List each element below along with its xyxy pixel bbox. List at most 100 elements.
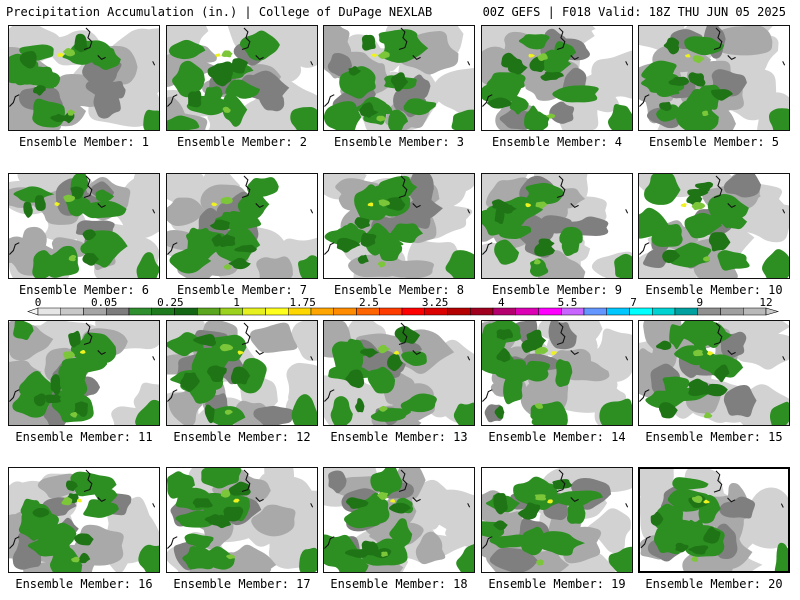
colorbar-segment [720,307,744,316]
coastline [324,322,471,402]
coastline [639,27,786,107]
colorbar-tick-label: 0.05 [90,296,118,309]
ensemble-panel-12[interactable] [166,320,318,426]
colorbar-segment [379,307,403,316]
run-valid-time: 00Z GEFS | F018 Valid: 18Z THU JUN 05 20… [482,5,786,19]
product-title: Precipitation Accumulation (in.) | Colle… [6,5,433,19]
colorbar-segment [128,307,152,316]
ensemble-member-label: Ensemble Member: 12 [173,430,311,444]
precip-map-11 [9,321,159,425]
coastline [482,322,629,402]
ensemble-member-label: Ensemble Member: 4 [491,135,623,149]
coastline [167,175,314,255]
coastline [167,27,314,107]
colorbar-tick-label: 9 [696,296,704,309]
ensemble-panel-2[interactable] [166,25,318,131]
ensemble-panel-14[interactable] [481,320,633,426]
colorbar-tick-label: 12 [759,296,773,309]
precip-map-6 [9,174,159,278]
ensemble-panel-16[interactable] [8,467,160,573]
precip-map-19 [482,468,632,572]
colorbar-segment [37,307,61,316]
colorbar-segment [629,307,653,316]
colorbar-segment [106,307,130,316]
ensemble-member-label: Ensemble Member: 18 [330,577,468,591]
ensemble-panel-9[interactable] [481,173,633,279]
coastline [9,27,156,107]
colorbar-tick-label: 2.5 [358,296,379,309]
precip-map-4 [482,26,632,130]
coastline [324,175,471,255]
colorbar-segment [265,307,289,316]
precip-map-1 [9,26,159,130]
colorbar-segment [583,307,607,316]
colorbar-tick-label: 0.25 [157,296,184,309]
colorbar-segment [697,307,721,316]
ensemble-panel-11[interactable] [8,320,160,426]
colorbar-segment [60,307,84,316]
coastline [482,27,629,107]
ensemble-panel-3[interactable] [323,25,475,131]
ensemble-member-label: Ensemble Member: 14 [488,430,626,444]
colorbar-segment [174,307,198,316]
colorbar-segment [743,307,767,316]
coastline [9,469,156,549]
ensemble-panel-6[interactable] [8,173,160,279]
ensemble-panel-18[interactable] [323,467,475,573]
coastline [639,322,786,402]
coastline [9,322,156,402]
ensemble-panel-19[interactable] [481,467,633,573]
ensemble-panel-20[interactable] [638,467,790,573]
colorbar-segment [561,307,585,316]
precip-map-7 [167,174,317,278]
ensemble-panel-13[interactable] [323,320,475,426]
coastline [324,27,471,107]
coastline [482,469,629,549]
colorbar-segment [515,307,539,316]
colorbar-segment [333,307,357,316]
ensemble-member-label: Ensemble Member: 9 [491,283,623,297]
precip-map-9 [482,174,632,278]
colorbar-segment [310,307,334,316]
ensemble-member-label: Ensemble Member: 17 [173,577,311,591]
ensemble-panel-4[interactable] [481,25,633,131]
precip-map-16 [9,469,159,572]
ensemble-member-label: Ensemble Member: 16 [15,577,153,591]
ensemble-member-label: Ensemble Member: 11 [15,430,153,444]
ensemble-panel-10[interactable] [638,173,790,279]
colorbar-tick-label: 4 [497,296,505,309]
colorbar-tick-label: 3.25 [421,296,449,309]
ensemble-member-label: Ensemble Member: 20 [645,577,783,591]
colorbar-overflow-arrow [765,307,780,316]
colorbar-segment [492,307,516,316]
ensemble-panel-17[interactable] [166,467,318,573]
colorbar-segment [151,307,175,316]
precip-map-17 [167,468,317,572]
ensemble-member-label: Ensemble Member: 15 [645,430,783,444]
ensemble-panel-8[interactable] [323,173,475,279]
precip-map-18 [324,468,474,572]
precip-map-10 [639,174,789,278]
precip-map-3 [324,26,474,130]
ensemble-member-label: Ensemble Member: 13 [330,430,468,444]
coastline [324,469,471,549]
colorbar-tick-label: 1.75 [289,296,316,309]
ensemble-member-label: Ensemble Member: 8 [333,283,465,297]
ensemble-panel-5[interactable] [638,25,790,131]
ensemble-panel-1[interactable] [8,25,160,131]
colorbar-tick-label: 0 [34,296,42,309]
ensemble-member-label: Ensemble Member: 10 [645,283,783,297]
colorbar-underflow-arrow [27,307,39,316]
ensemble-member-label: Ensemble Member: 7 [176,283,308,297]
precip-map-2 [167,26,317,130]
colorbar-segment [606,307,630,316]
colorbar-segment [424,307,448,316]
precip-map-8 [324,174,474,278]
coastline [639,175,786,255]
coastline [167,469,314,549]
ensemble-panel-7[interactable] [166,173,318,279]
colorbar-tick-label: 7 [630,296,637,309]
ensemble-member-label: Ensemble Member: 3 [333,135,465,149]
ensemble-panel-15[interactable] [638,320,790,426]
colorbar-segment [538,307,562,316]
